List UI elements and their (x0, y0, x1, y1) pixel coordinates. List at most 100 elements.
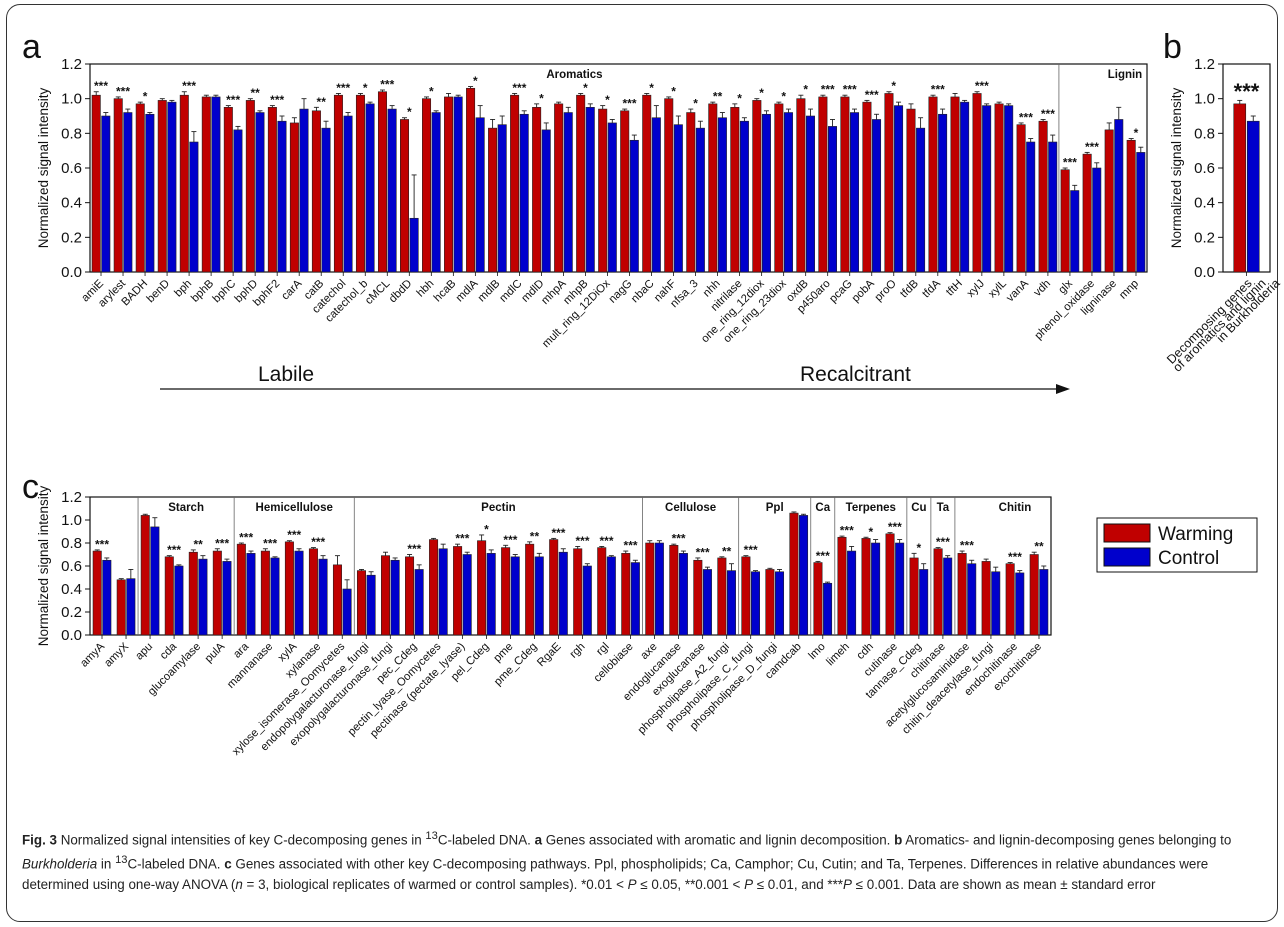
bar-warming (180, 95, 188, 272)
bar-control (1026, 142, 1034, 272)
bar-control (223, 561, 231, 635)
significance-marker: *** (215, 536, 229, 550)
y-tick-label-a: 0.2 (61, 229, 82, 246)
significance-marker: * (759, 86, 764, 100)
significance-marker: * (671, 84, 676, 98)
y-tick-label-b: 0.4 (1194, 195, 1215, 212)
significance-marker: ** (1034, 540, 1044, 554)
caption-c-label: c (224, 857, 231, 872)
significance-marker: *** (623, 97, 637, 111)
bar-control (520, 114, 528, 272)
y-tick-label-a: 0.6 (61, 160, 82, 177)
bar-control (190, 142, 198, 272)
significance-marker: ** (722, 544, 732, 558)
bar-control (718, 118, 726, 272)
bar-control (992, 572, 1000, 635)
bar-warming (598, 109, 606, 272)
bar-control (674, 125, 682, 272)
y-tick-label-b: 0.0 (1194, 264, 1215, 281)
bar-warming (549, 540, 557, 635)
significance-marker: *** (843, 83, 857, 97)
significance-marker: *** (311, 535, 325, 549)
significance-marker: * (143, 90, 148, 104)
bar-warming (114, 99, 122, 272)
bar-warming (1006, 564, 1014, 635)
significance-marker: * (781, 90, 786, 104)
bar-control (1247, 121, 1259, 272)
group-label-a: Aromatics (546, 69, 602, 81)
gradient-label-recalcitrant: Recalcitrant (800, 363, 911, 386)
y-tick-label-b: 1.0 (1194, 91, 1215, 108)
bar-warming (576, 95, 584, 272)
group-label-c: Pectin (481, 502, 516, 514)
bar-control (454, 97, 462, 272)
group-label-c: Cellulose (665, 502, 716, 514)
significance-marker: * (407, 105, 412, 119)
bar-warming (598, 548, 606, 635)
bar-control (103, 560, 111, 635)
group-label-c: Chitin (999, 502, 1032, 514)
bar-warming (982, 561, 990, 635)
bar-control (775, 572, 783, 635)
bar-control (586, 107, 594, 272)
x-tick-label-c: pulA (203, 640, 228, 665)
x-tick-label-a: carA (279, 277, 304, 302)
bar-warming (510, 95, 518, 272)
significance-marker: *** (182, 79, 196, 93)
x-tick-label-a: nagG (607, 278, 635, 306)
significance-marker: *** (865, 88, 879, 102)
gradient-arrow: Labile Recalcitrant (160, 363, 1070, 394)
bar-warming (285, 542, 293, 635)
caption-text-6: C-labeled DNA. (127, 857, 224, 872)
caption-p2: P (744, 877, 753, 892)
bar-control (367, 575, 375, 635)
bar-warming (797, 99, 805, 272)
significance-marker: * (868, 525, 873, 539)
x-tick-label-a: mdlC (497, 278, 524, 305)
bar-warming (237, 544, 245, 635)
bar-warming (665, 99, 673, 272)
bar-control (278, 121, 286, 272)
y-tick-label-c: 1.0 (61, 512, 82, 529)
significance-marker: *** (936, 535, 950, 549)
significance-marker: *** (888, 520, 902, 534)
x-tick-label-a: proO (873, 277, 899, 303)
significance-marker: *** (116, 84, 130, 98)
bar-control (234, 130, 242, 272)
significance-marker: * (737, 91, 742, 105)
bar-control (415, 569, 423, 635)
y-tick-label-a: 1.0 (61, 91, 82, 108)
bar-control (487, 553, 495, 635)
legend-swatch-warming (1104, 524, 1150, 542)
bar-warming (621, 111, 629, 272)
chart-c: 0.00.20.40.60.81.01.2Normalized signal i… (36, 485, 1051, 757)
significance-marker: *** (975, 79, 989, 93)
bar-control (542, 130, 550, 272)
bar-warming (268, 107, 276, 272)
y-tick-label-c: 0.8 (61, 535, 82, 552)
bar-control (960, 102, 968, 272)
bar-warming (422, 99, 430, 272)
bar-warming (554, 104, 562, 272)
bar-control (535, 557, 543, 635)
bar-control (631, 563, 639, 635)
group-label-c: Terpenes (846, 502, 896, 514)
bar-control (1040, 569, 1048, 635)
significance-marker: *** (226, 93, 240, 107)
bar-control (410, 218, 418, 272)
bar-warming (694, 560, 702, 635)
caption-text-8: = 3, biological replicates of warmed or … (243, 877, 628, 892)
caption-text-3: Genes associated with aromatic and ligni… (542, 832, 894, 847)
group-label-c: Ta (937, 502, 950, 514)
bar-control (300, 109, 308, 272)
x-tick-label-a: nbaC (629, 278, 657, 306)
significance-marker: *** (1041, 107, 1055, 121)
group-label-c: Ca (815, 502, 830, 514)
significance-marker: * (693, 97, 698, 111)
significance-marker: *** (1019, 110, 1033, 124)
y-axis-label-c: Normalized signal intensity (36, 485, 51, 646)
bar-warming (718, 558, 726, 635)
bar-warming (429, 540, 437, 635)
bar-control (175, 566, 183, 635)
